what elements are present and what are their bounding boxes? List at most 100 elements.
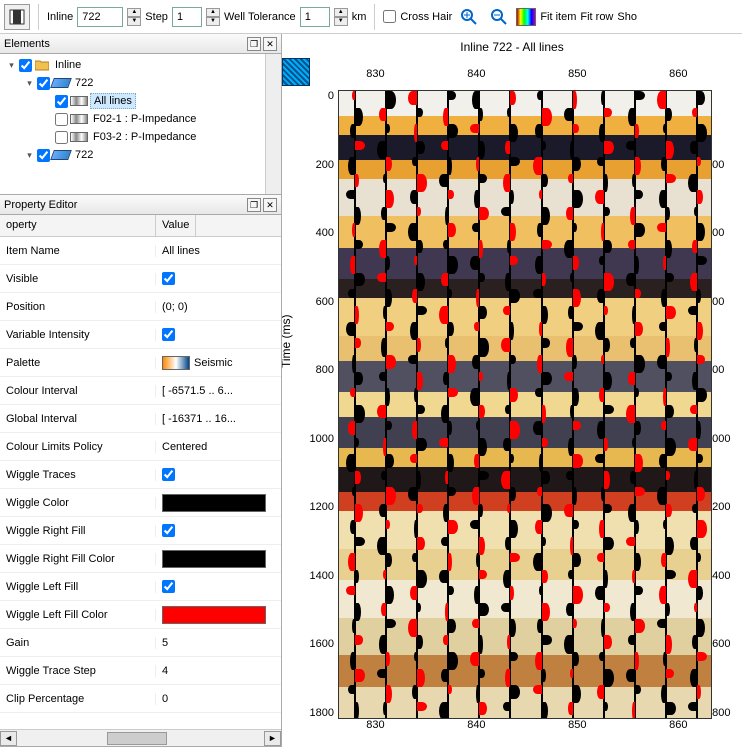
tree-item-label: F02-1 : P-Impedance bbox=[90, 112, 199, 126]
tree-item[interactable]: All lines bbox=[2, 92, 263, 110]
property-value[interactable]: Centered bbox=[156, 441, 281, 453]
visibility-checkbox[interactable] bbox=[55, 131, 68, 144]
toolbar: Inline ▲▼ Step ▲▼ Well Tolerance ▲▼ km C… bbox=[0, 0, 742, 34]
property-value[interactable] bbox=[156, 580, 281, 593]
property-value[interactable] bbox=[156, 524, 281, 537]
x-axis-top: 830840850860 bbox=[338, 68, 712, 90]
undock-icon[interactable]: ❐ bbox=[247, 37, 261, 51]
property-row: Colour Limits PolicyCentered bbox=[0, 433, 281, 461]
depth-tab-icon[interactable] bbox=[282, 58, 310, 86]
property-value[interactable] bbox=[156, 272, 281, 285]
well-tol-label: Well Tolerance bbox=[224, 11, 296, 23]
fit-row-button[interactable]: Fit row bbox=[580, 11, 613, 23]
expand-toggle-icon[interactable] bbox=[42, 132, 53, 143]
expand-toggle-icon[interactable]: ▾ bbox=[24, 78, 35, 89]
layer-icon bbox=[70, 114, 88, 124]
property-name: Colour Limits Policy bbox=[0, 441, 156, 453]
well-tol-input[interactable] bbox=[300, 7, 330, 27]
tree-item[interactable]: F03-2 : P-Impedance bbox=[2, 128, 263, 146]
tree-item-label: 722 bbox=[72, 76, 96, 90]
property-col-value: Value bbox=[156, 215, 196, 236]
seismic-view: Inline 722 - All lines 830840850860 Time… bbox=[282, 34, 742, 747]
property-value[interactable] bbox=[156, 550, 281, 568]
folder-icon bbox=[34, 58, 50, 72]
close-icon[interactable]: ✕ bbox=[263, 37, 277, 51]
layer-icon bbox=[70, 96, 88, 106]
elements-panel: Elements ❐ ✕ ▾Inline▾722All linesF02-1 :… bbox=[0, 34, 281, 195]
section-icon bbox=[50, 78, 72, 88]
property-name: Colour Interval bbox=[0, 385, 156, 397]
property-row: Item NameAll lines bbox=[0, 237, 281, 265]
property-value[interactable]: (0; 0) bbox=[156, 301, 281, 313]
property-name: Wiggle Traces bbox=[0, 469, 156, 481]
layer-icon bbox=[70, 132, 88, 142]
visibility-checkbox[interactable] bbox=[19, 59, 32, 72]
visibility-checkbox[interactable] bbox=[55, 113, 68, 126]
fit-item-button[interactable]: Fit item bbox=[540, 11, 576, 23]
visibility-checkbox[interactable] bbox=[37, 77, 50, 90]
expand-toggle-icon[interactable]: ▾ bbox=[6, 60, 17, 71]
property-name: Wiggle Left Fill bbox=[0, 581, 156, 593]
y-axis-left: 020040060080010001200140016001800 bbox=[298, 90, 334, 719]
elements-tree[interactable]: ▾Inline▾722All linesF02-1 : P-ImpedanceF… bbox=[0, 54, 265, 194]
property-row: Wiggle Color bbox=[0, 489, 281, 517]
inline-input[interactable] bbox=[77, 7, 123, 27]
property-value[interactable]: [ -6571.5 .. 6... bbox=[156, 385, 281, 397]
colorbar-icon[interactable] bbox=[516, 8, 536, 26]
property-name: Global Interval bbox=[0, 413, 156, 425]
property-value[interactable]: Seismic bbox=[156, 356, 281, 370]
step-label: Step bbox=[145, 11, 168, 23]
zoom-in-icon[interactable] bbox=[456, 4, 482, 30]
visibility-checkbox[interactable] bbox=[37, 149, 50, 162]
property-name: Clip Percentage bbox=[0, 693, 156, 705]
left-sidebar: Elements ❐ ✕ ▾Inline▾722All linesF02-1 :… bbox=[0, 34, 282, 747]
property-value[interactable] bbox=[156, 494, 281, 512]
tree-item[interactable]: F02-1 : P-Impedance bbox=[2, 110, 263, 128]
step-input[interactable] bbox=[172, 7, 202, 27]
close-icon[interactable]: ✕ bbox=[263, 198, 277, 212]
property-row: Global Interval[ -16371 .. 16... bbox=[0, 405, 281, 433]
undock-icon[interactable]: ❐ bbox=[247, 198, 261, 212]
property-row: Gain5 bbox=[0, 629, 281, 657]
property-name: Gain bbox=[0, 637, 156, 649]
tree-item[interactable]: ▾722 bbox=[2, 146, 263, 164]
property-name: Wiggle Color bbox=[0, 497, 156, 509]
property-value[interactable]: [ -16371 .. 16... bbox=[156, 413, 281, 425]
visibility-checkbox[interactable] bbox=[55, 95, 68, 108]
property-name: Position bbox=[0, 301, 156, 313]
expand-toggle-icon[interactable]: ▾ bbox=[24, 150, 35, 161]
property-row: Wiggle Right Fill Color bbox=[0, 545, 281, 573]
section-tool-icon[interactable] bbox=[4, 4, 30, 30]
property-row: Position(0; 0) bbox=[0, 293, 281, 321]
property-name: Variable Intensity bbox=[0, 329, 156, 341]
horizontal-scrollbar[interactable]: ◄► bbox=[0, 729, 281, 746]
property-row: Wiggle Traces bbox=[0, 461, 281, 489]
property-name: Wiggle Trace Step bbox=[0, 665, 156, 677]
seismic-canvas[interactable] bbox=[338, 90, 712, 719]
tree-item[interactable]: ▾Inline bbox=[2, 56, 263, 74]
property-row: Colour Interval[ -6571.5 .. 6... bbox=[0, 377, 281, 405]
x-axis-bottom: 830840850860 bbox=[338, 719, 712, 741]
show-truncated[interactable]: Sho bbox=[617, 11, 637, 23]
tree-item[interactable]: ▾ 722 bbox=[2, 74, 263, 92]
step-spinner[interactable]: ▲▼ bbox=[206, 8, 220, 26]
property-value[interactable]: 4 bbox=[156, 665, 281, 677]
elements-title: Elements bbox=[4, 38, 245, 50]
property-value[interactable]: 0 bbox=[156, 693, 281, 705]
property-value[interactable] bbox=[156, 468, 281, 481]
crosshair-checkbox[interactable] bbox=[383, 10, 396, 23]
expand-toggle-icon[interactable] bbox=[42, 114, 53, 125]
property-value[interactable] bbox=[156, 328, 281, 341]
expand-toggle-icon[interactable] bbox=[42, 96, 53, 107]
inline-spinner[interactable]: ▲▼ bbox=[127, 8, 141, 26]
property-name: Visible bbox=[0, 273, 156, 285]
property-value[interactable] bbox=[156, 606, 281, 624]
property-header: operty Value bbox=[0, 215, 281, 237]
tree-scrollbar[interactable] bbox=[265, 54, 281, 194]
property-value[interactable]: All lines bbox=[156, 245, 281, 257]
view-title: Inline 722 - All lines bbox=[282, 34, 742, 54]
well-tol-spinner[interactable]: ▲▼ bbox=[334, 8, 348, 26]
tree-item-label: All lines bbox=[90, 93, 136, 109]
property-value[interactable]: 5 bbox=[156, 637, 281, 649]
zoom-out-icon[interactable] bbox=[486, 4, 512, 30]
